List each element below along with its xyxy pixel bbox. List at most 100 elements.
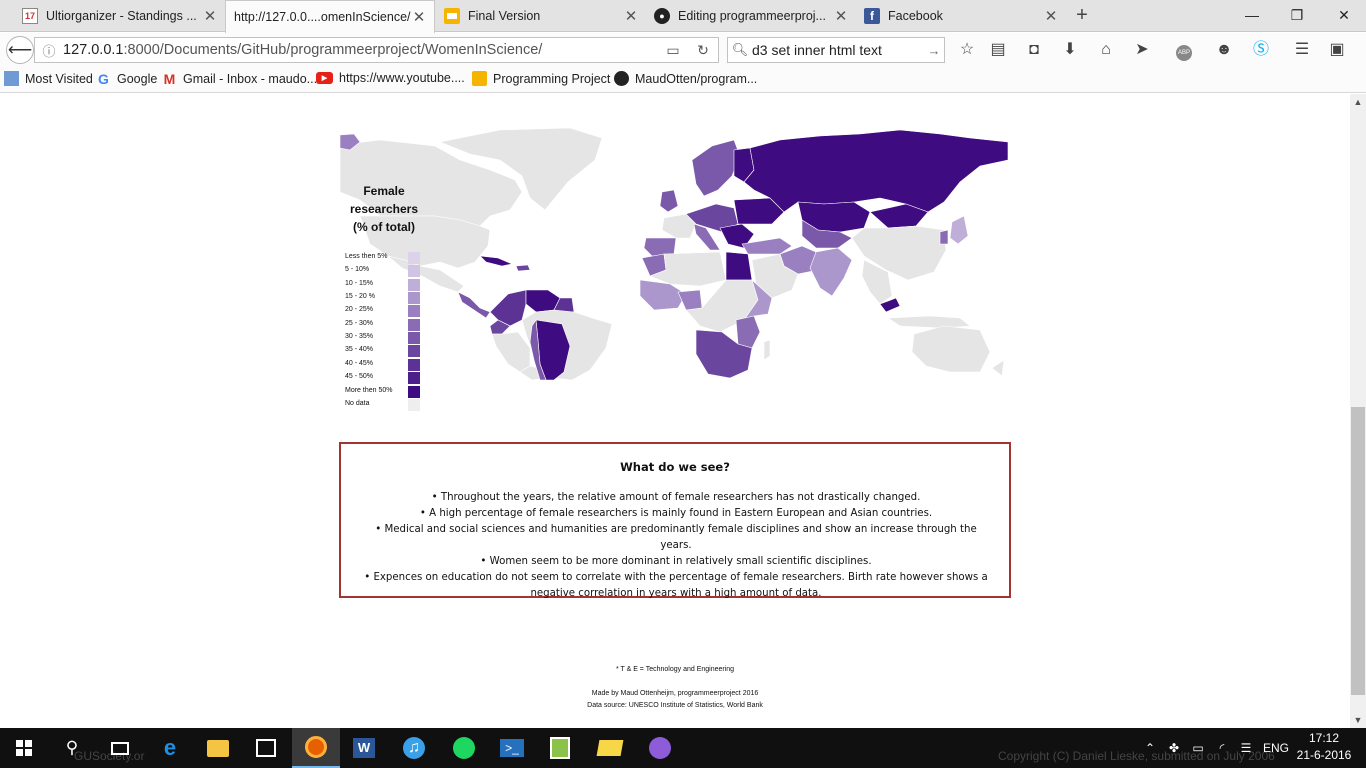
- country-mongolia[interactable]: [869, 203, 929, 229]
- close-icon[interactable]: ✕: [1044, 8, 1058, 25]
- country-central-asia[interactable]: [801, 219, 853, 249]
- country-ecuador[interactable]: [489, 319, 511, 335]
- firefox-button[interactable]: [292, 728, 340, 768]
- word-button[interactable]: W: [340, 728, 388, 768]
- spotify-button[interactable]: [440, 728, 488, 768]
- battery-icon[interactable]: ▭: [1192, 741, 1204, 755]
- reader-view-icon[interactable]: ▭: [666, 41, 680, 58]
- country-japan[interactable]: [949, 215, 969, 245]
- edge-button[interactable]: e: [146, 728, 194, 768]
- dropbox-icon[interactable]: ✤: [1168, 741, 1180, 755]
- close-icon[interactable]: ✕: [624, 8, 638, 25]
- start-button[interactable]: [0, 728, 48, 768]
- country-india[interactable]: [809, 247, 853, 297]
- country-nigeria[interactable]: [677, 289, 703, 311]
- skype-icon[interactable]: Ⓢ: [1252, 41, 1269, 58]
- reload-icon[interactable]: ↻: [697, 41, 709, 58]
- project-app-button[interactable]: [536, 728, 584, 768]
- country-central-america[interactable]: [457, 291, 491, 319]
- country-italy[interactable]: [693, 223, 721, 251]
- new-tab-button[interactable]: +: [1076, 4, 1088, 26]
- extension-icon[interactable]: ▣: [1329, 41, 1345, 58]
- country-korea[interactable]: [939, 229, 949, 245]
- country-hispaniola[interactable]: [515, 264, 531, 272]
- search-bar[interactable]: 🔍︎ d3 set inner html text →: [727, 37, 945, 63]
- scrollbar-thumb[interactable]: [1351, 407, 1365, 695]
- country-malaysia[interactable]: [879, 297, 901, 313]
- country-balkans[interactable]: [719, 223, 755, 249]
- notification-icon[interactable]: ☰: [1240, 741, 1252, 755]
- country-cuba[interactable]: [479, 255, 514, 267]
- bookmark-star-icon[interactable]: ☆: [959, 41, 975, 58]
- scroll-up-icon[interactable]: ▲: [1353, 97, 1363, 107]
- country-egypt[interactable]: [725, 251, 753, 281]
- search-go-icon[interactable]: →: [927, 42, 941, 58]
- country-west-africa[interactable]: [639, 279, 687, 311]
- app-cat-button[interactable]: [636, 728, 684, 768]
- search-input[interactable]: d3 set inner html text: [752, 42, 882, 58]
- pocket-icon[interactable]: ◘: [1029, 41, 1039, 58]
- bookmark-programming-project[interactable]: Programming Project: [472, 71, 610, 86]
- photos-button[interactable]: [586, 728, 634, 768]
- window-close-button[interactable]: ✕: [1338, 7, 1350, 23]
- tab-ultiorganizer[interactable]: 17 Ultiorganizer - Standings ... ✕: [0, 0, 225, 32]
- country-kenya-tanzania[interactable]: [735, 315, 761, 349]
- tab-final-version[interactable]: Final Version ✕: [436, 0, 646, 32]
- country-united-kingdom[interactable]: [659, 189, 679, 213]
- page-scrollbar[interactable]: ▲ ▼: [1350, 94, 1366, 728]
- country-madagascar[interactable]: [763, 339, 771, 361]
- country-greenland[interactable]: [438, 127, 603, 211]
- file-explorer-button[interactable]: [194, 728, 242, 768]
- bookmarks-menu-icon[interactable]: ▤: [990, 41, 1006, 58]
- bookmark-github[interactable]: MaudOtten/program...: [614, 71, 757, 86]
- bookmark-gmail[interactable]: M Gmail - Inbox - maudo...: [162, 71, 317, 87]
- country-ukraine[interactable]: [733, 197, 785, 225]
- restore-button[interactable]: ❐: [1290, 7, 1304, 23]
- tab-github-editing[interactable]: ● Editing programmeerproj... ✕: [646, 0, 856, 32]
- hamburger-menu-icon[interactable]: ☰: [1294, 41, 1310, 58]
- send-icon[interactable]: ➤: [1135, 41, 1149, 58]
- task-view-button[interactable]: [96, 728, 144, 768]
- country-chile[interactable]: [529, 319, 547, 380]
- wifi-icon[interactable]: ◜: [1219, 741, 1225, 755]
- itunes-button[interactable]: ♫: [390, 728, 438, 768]
- country-indonesia[interactable]: [887, 315, 971, 329]
- country-turkey[interactable]: [741, 237, 793, 255]
- powershell-button[interactable]: >_: [488, 728, 536, 768]
- country-new-zealand[interactable]: [991, 359, 1005, 377]
- back-button[interactable]: ⟵: [6, 36, 34, 64]
- url-bar[interactable]: ⓘ 127.0.0.1:8000/Documents/GitHub/progra…: [34, 37, 719, 63]
- search-button[interactable]: ⚲: [48, 728, 96, 768]
- country-southern-africa[interactable]: [695, 329, 753, 379]
- store-button[interactable]: [242, 728, 290, 768]
- tab-women-in-science[interactable]: http://127.0.0....omenInScience/ ✕: [225, 0, 435, 33]
- bookmark-youtube[interactable]: ▶ https://www.youtube....: [316, 71, 465, 85]
- bookmark-google[interactable]: G Google: [96, 71, 157, 87]
- close-icon[interactable]: ✕: [834, 8, 848, 25]
- country-china[interactable]: [851, 225, 947, 281]
- taskbar-clock[interactable]: 17:12 21-6-2016: [1296, 730, 1352, 764]
- country-usa-alaska[interactable]: [340, 133, 361, 151]
- minimize-button[interactable]: —: [1245, 7, 1259, 23]
- country-colombia[interactable]: [489, 289, 527, 327]
- tray-chevron-icon[interactable]: ⌃: [1144, 741, 1156, 755]
- close-icon[interactable]: ✕: [203, 8, 217, 25]
- info-icon[interactable]: ⓘ: [42, 43, 56, 59]
- language-indicator[interactable]: ENG: [1262, 741, 1289, 755]
- country-russia[interactable]: [743, 129, 1009, 213]
- country-iberia[interactable]: [643, 237, 677, 257]
- country-peru[interactable]: [491, 331, 531, 373]
- country-canada[interactable]: [340, 139, 523, 227]
- country-scandinavia[interactable]: [691, 139, 741, 197]
- bookmark-most-visited[interactable]: Most Visited: [4, 71, 93, 86]
- downloads-icon[interactable]: ⬇: [1063, 41, 1077, 58]
- tab-facebook[interactable]: f Facebook ✕: [856, 0, 1066, 32]
- country-algeria-libya[interactable]: [649, 251, 727, 287]
- url-text[interactable]: 127.0.0.1:8000/Documents/GitHub/programm…: [63, 42, 658, 58]
- adblock-icon[interactable]: ABP: [1168, 39, 1200, 61]
- home-icon[interactable]: ⌂: [1101, 41, 1111, 58]
- emoji-icon[interactable]: ☻: [1215, 41, 1233, 58]
- scroll-down-icon[interactable]: ▼: [1353, 715, 1363, 725]
- close-icon[interactable]: ✕: [412, 9, 426, 26]
- country-australia[interactable]: [911, 325, 991, 373]
